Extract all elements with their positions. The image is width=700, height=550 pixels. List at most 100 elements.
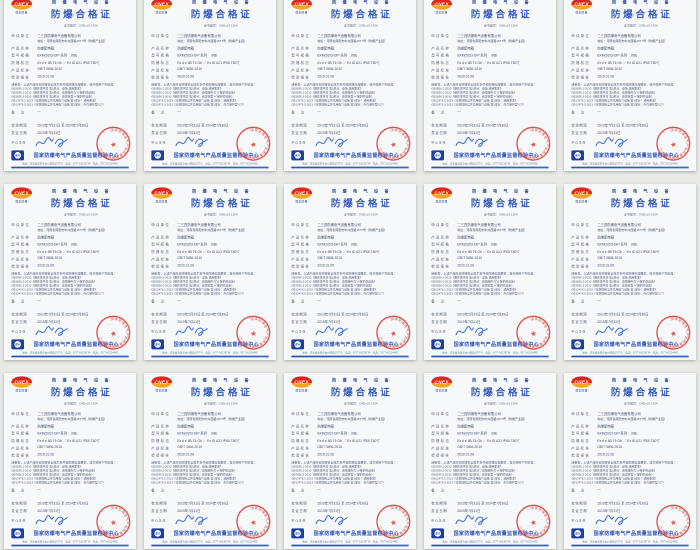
field-value: 2020.01.06 (177, 74, 195, 79)
validity-row: 有效期限 2019年7月31日 至 2024年7月30日 (11, 500, 128, 506)
cnex-logo-subtext: 国家防爆 (295, 199, 308, 203)
certificate-thumbnail[interactable]: CNEX 国家防爆 防 爆 电 气 设 备 防爆合格证 证书编号：CNEx19.… (4, 0, 136, 171)
signature-row: 中心主任 (571, 513, 688, 528)
field-value: GB/T 3836-2010 (177, 445, 202, 449)
certificate-thumbnail[interactable]: CNEX 国家防爆 防 爆 电 气 设 备 防爆合格证 证书编号：CNEx19.… (564, 373, 696, 549)
field-value: 防爆配电箱 (457, 46, 474, 51)
field-label: 产品标准 (291, 257, 310, 262)
standards-list: GB3836.1-2010《爆炸性环境 第1部分：设备 通用要求》 GB3836… (11, 276, 128, 296)
field-label: 申请单位 (11, 412, 30, 416)
certificate-title: 防爆合格证 (330, 8, 393, 20)
standard-line: GB12476.5-2013《可燃性粉尘环境用电气设备 第5部分：外壳保护型“t… (571, 480, 666, 484)
field-label: 产品标准 (571, 446, 590, 451)
certificate-header: CNEX 国家防爆 防 爆 电 气 设 备 防爆合格证 (571, 376, 688, 398)
field-model: 型号规格 BXM(D)53-DIP 系列 （IIB） (571, 53, 688, 58)
certificate-fields: 申请单位 二三四防爆电气设备有限公司 地址：河南省南阳市中州西路1577号（防爆… (571, 220, 688, 268)
field-value: 防爆配电箱 (177, 235, 194, 240)
remark-row: 备 注 — (11, 109, 128, 114)
standard-line: GB3836.2-2010《爆炸性环境 第2部分：由隔爆外壳“d”保护的设备》 (571, 279, 657, 284)
standard-line: GB12476.1-2013《可燃性粉尘环境用电气设备 第1部分：通用要求》 (291, 98, 378, 102)
conformity-statement: 经审查，上述产品符合防爆安全技术条件和防爆标准要求，准许使用下列标准： (291, 271, 397, 276)
certificate-thumbnail[interactable]: CNEX 国家防爆 防 爆 电 气 设 备 防爆合格证 证书编号：CNEx19.… (144, 373, 276, 549)
certificate-page: CNEX 国家防爆 防 爆 电 气 设 备 防爆合格证 证书编号：CNEx19.… (144, 0, 276, 171)
certificate-fields: 申请单位 二三四防爆电气设备有限公司 地址：河南省南阳市中州西路1577号（防爆… (291, 220, 408, 268)
certificate-thumbnail[interactable]: CNEX 国家防爆 防 爆 电 气 设 备 防爆合格证 证书编号：CNEx19.… (424, 184, 556, 360)
field-value: BXM(D)53-DIP 系列 （IIB） (177, 431, 220, 436)
remark-label: 备 注 (571, 110, 587, 115)
field-model: 型号规格 BXM(D)53-DIP 系列 （IIB） (151, 53, 268, 58)
field-model: 型号规格 BXM(D)53-DIP 系列 （IIB） (11, 53, 128, 58)
field-model: 型号规格 BXM(D)53-DIP 系列 （IIB） (11, 242, 128, 247)
field-label: 型号规格 (151, 53, 170, 58)
validity-value: 2019年7月31日 至 2024年7月30日 (597, 312, 649, 317)
field-value: BXM(D)53-DIP 系列 （IIB） (317, 242, 360, 247)
standard-line: GB3836.3-2010《爆炸性环境 第3部分：由增安型“e”保护的设备》 (431, 94, 514, 98)
certificate-thumbnail[interactable]: CNEX 国家防爆 防 爆 电 气 设 备 防爆合格证 证书编号：CNEx19.… (424, 0, 556, 171)
field-label: 防爆标志 (571, 250, 590, 254)
issue-date-label: 发证日期 (291, 509, 308, 513)
conformity-statement: 经审查，上述产品符合防爆安全技术条件和防爆标准要求，准许使用下列标准： (431, 82, 537, 87)
standards-list: GB3836.1-2010《爆炸性环境 第1部分：设备 通用要求》 GB3836… (291, 276, 408, 296)
applicant-name: 二三四防爆电气设备有限公司 (457, 34, 501, 38)
certificate-thumbnail[interactable]: CNEX 国家防爆 防 爆 电 气 设 备 防爆合格证 证书编号：CNEx19.… (564, 184, 696, 360)
certificate-thumbnail[interactable]: CNEX 国家防爆 防 爆 电 气 设 备 防爆合格证 证书编号：CNEx19.… (144, 0, 276, 171)
field-value: Ex d e IIB T6 Gb ／ Ex tD A21 IP65 T80℃ (177, 250, 240, 254)
field-label: 申请单位 (151, 34, 170, 38)
standard-line: GB3836.1-2010《爆炸性环境 第1部分：设备 通用要求》 (291, 275, 363, 280)
footer-strip (571, 544, 689, 547)
certificate-fields: 申请单位 二三四防爆电气设备有限公司 地址：河南省南阳市中州西路1577号（防爆… (11, 31, 128, 80)
field-standard: 产品标准 GB/T 3836-2010 (431, 256, 548, 261)
cnex-logo-icon: CNEX (571, 0, 592, 10)
field-value: Ex d e IIB T6 Gb ／ Ex tD A21 IP65 T80℃ (597, 61, 660, 65)
field-label: 产品名称 (431, 235, 450, 240)
certificate-page: CNEX 国家防爆 防 爆 电 气 设 备 防爆合格证 证书编号：CNEx19.… (144, 373, 276, 549)
cnex-logo: CNEX 国家防爆 (151, 0, 174, 14)
certificate-thumbnail[interactable]: CNEX 国家防爆 防 爆 电 气 设 备 防爆合格证 证书编号：CNEx19.… (564, 0, 696, 171)
field-product-name: 产品名称 防爆配电箱 (431, 45, 548, 51)
standard-line: GB12476.1-2013《可燃性粉尘环境用电气设备 第1部分：通用要求》 (571, 476, 658, 480)
remark-label: 备 注 (291, 488, 307, 493)
validity-label: 有效期限 (151, 123, 168, 128)
applicant-address: 地址：河南省南阳市中州西路1577号（防爆产业园） (317, 39, 388, 43)
standard-line: GB12476.5-2013《可燃性粉尘环境用电气设备 第5部分：外壳保护型“t… (11, 480, 106, 484)
field-label: 检验报告 (11, 75, 30, 80)
certificate-type-line: 防 爆 电 气 设 备 (332, 377, 392, 383)
ex-mark-text: Ex (294, 529, 301, 537)
certificate-thumbnail[interactable]: CNEX 国家防爆 防 爆 电 气 设 备 防爆合格证 证书编号：CNEx19.… (4, 184, 136, 360)
field-applicant: 申请单位 二三四防爆电气设备有限公司 地址：河南省南阳市中州西路1577号（防爆… (431, 33, 548, 43)
certificate-thumbnail[interactable]: CNEX 国家防爆 防 爆 电 气 设 备 防爆合格证 证书编号：CNEx19.… (284, 184, 416, 360)
certificate-thumbnail[interactable]: CNEX 国家防爆 防 爆 电 气 设 备 防爆合格证 证书编号：CNEx19.… (4, 373, 136, 549)
certificate-thumbnail[interactable]: CNEX 国家防爆 防 爆 电 气 设 备 防爆合格证 证书编号：CNEx19.… (144, 184, 276, 360)
remark-row: 备 注 — (151, 298, 268, 303)
ex-mark-text: Ex (14, 340, 21, 348)
footer-address: 地址：河南省南阳市中州西路1577号 电话：0377-63239734 传真：0… (22, 161, 118, 165)
remark-value: — (457, 487, 461, 491)
ex-mark-logo-icon: Ex (11, 339, 24, 350)
field-ex-marking: 防爆标志 Ex d e IIB T6 Gb ／ Ex tD A21 IP65 T… (431, 438, 548, 443)
field-applicant: 申请单位 二三四防爆电气设备有限公司 地址：河南省南阳市中州西路1577号（防爆… (151, 33, 268, 43)
standard-line: GB12476.1-2013《可燃性粉尘环境用电气设备 第1部分：通用要求》 (291, 476, 378, 480)
certificate-thumbnail[interactable]: CNEX 国家防爆 防 爆 电 气 设 备 防爆合格证 证书编号：CNEx19.… (284, 373, 416, 549)
field-label: 检验报告 (291, 75, 310, 80)
certificate-number: 证书编号：CNEx19.1354 (63, 23, 98, 28)
validity-label: 有效期限 (291, 123, 308, 128)
certificate-thumbnail[interactable]: CNEX 国家防爆 防 爆 电 气 设 备 防爆合格证 证书编号：CNEx19.… (424, 373, 556, 549)
standard-line: GB3836.2-2010《爆炸性环境 第2部分：由隔爆外壳“d”保护的设备》 (11, 468, 97, 473)
field-label: 产品名称 (291, 424, 310, 429)
field-model: 型号规格 BXM(D)53-DIP 系列 （IIB） (151, 242, 268, 247)
standard-line: GB3836.3-2010《爆炸性环境 第3部分：由增安型“e”保护的设备》 (151, 472, 234, 476)
field-value: 2020.01.06 (457, 74, 475, 79)
header-text: 防 爆 电 气 设 备 防爆合格证 (315, 0, 409, 20)
standards-list: GB3836.1-2010《爆炸性环境 第1部分：设备 通用要求》 GB3836… (11, 87, 128, 107)
field-product-name: 产品名称 防爆配电箱 (151, 234, 268, 240)
remark-label: 备 注 (431, 110, 447, 115)
inspection-center-name: 国家防爆电气产品质量监督检验中心 (33, 341, 119, 348)
certificate-title: 防爆合格证 (50, 386, 113, 398)
field-product-name: 产品名称 防爆配电箱 (291, 234, 408, 240)
standards-list: GB3836.1-2010《爆炸性环境 第1部分：设备 通用要求》 GB3836… (571, 465, 688, 485)
certificate-thumbnail[interactable]: CNEX 国家防爆 防 爆 电 气 设 备 防爆合格证 证书编号：CNEx19.… (284, 0, 416, 171)
field-value: 2020.01.06 (597, 452, 615, 457)
standard-line: GB3836.1-2010《爆炸性环境 第1部分：设备 通用要求》 (151, 464, 223, 469)
applicant-name: 二三四防爆电气设备有限公司 (457, 412, 501, 416)
director-signature-icon (595, 325, 628, 336)
